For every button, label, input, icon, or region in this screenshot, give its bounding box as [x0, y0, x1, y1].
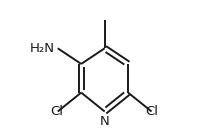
Text: Cl: Cl [146, 105, 159, 118]
Text: N: N [100, 115, 110, 128]
Text: Cl: Cl [51, 105, 64, 118]
Text: H₂N: H₂N [30, 42, 54, 55]
